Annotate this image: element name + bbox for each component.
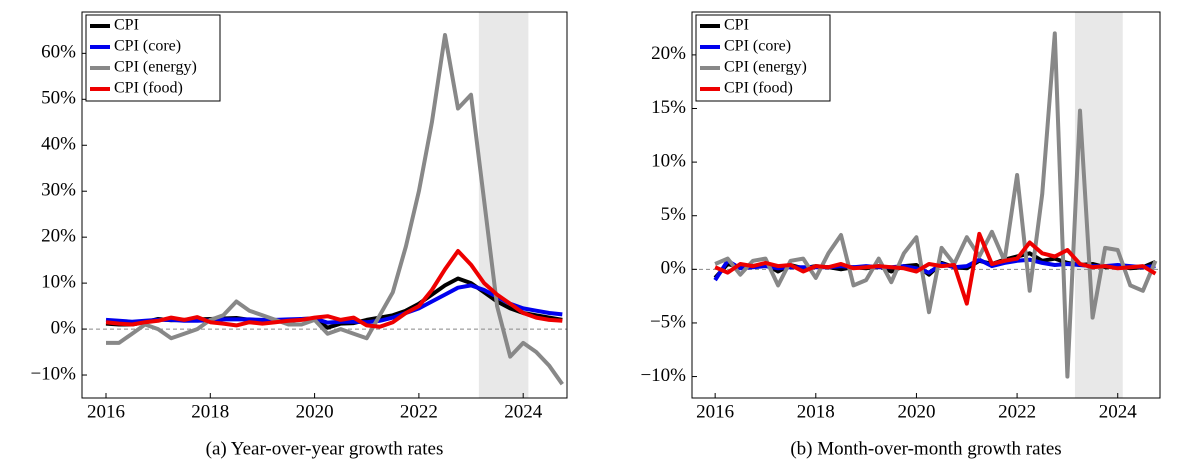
legend-label: CPI (core) (724, 38, 791, 55)
legend-box (695, 14, 831, 102)
y-tick-label: 30% (41, 180, 76, 201)
y-tick-label: 5% (661, 204, 687, 225)
y-tick-label: 10% (41, 271, 76, 292)
legend-label: CPI (energy) (114, 59, 197, 76)
x-tick-label: 2020 (296, 401, 334, 422)
y-tick-label: 40% (41, 134, 76, 155)
y-tick-label: 15% (651, 97, 686, 118)
legend-label: CPI (724, 17, 749, 34)
y-tick-label: 10% (651, 150, 686, 171)
caption: (b) Month-over-month growth rates (790, 438, 1061, 459)
y-tick-label: 0% (661, 258, 687, 279)
y-tick-label: 20% (41, 226, 76, 247)
shaded-region (1074, 12, 1123, 398)
x-tick-label: 2024 (504, 401, 543, 422)
y-tick-label: 60% (41, 42, 76, 63)
panel: −10% 0% 10% 20% 30% 40% 50% 60% 2016 2018 2020 2022… (30, 11, 568, 459)
x-tick-label: 2020 (897, 401, 935, 422)
y-tick-label: 20% (651, 43, 686, 64)
legend-box (85, 14, 221, 102)
y-tick-label: 0% (51, 317, 77, 338)
legend-label: CPI (food) (114, 80, 183, 97)
legend: CPI CPI (core) CPI (energy) CPI (food) (695, 14, 831, 102)
x-tick-label: 2016 (696, 401, 734, 422)
x-tick-label: 2018 (191, 401, 229, 422)
legend: CPI CPI (core) CPI (energy) CPI (food) (85, 14, 221, 102)
y-tick-label: −10% (30, 363, 76, 384)
x-tick-label: 2024 (1099, 401, 1138, 422)
series-line (714, 231, 1157, 306)
legend-label: CPI (core) (114, 38, 181, 55)
plot-frame (691, 11, 1161, 399)
legend-label: CPI (energy) (724, 59, 807, 76)
x-tick-label: 2016 (87, 401, 125, 422)
series-line (106, 33, 564, 386)
x-tick-label: 2022 (400, 401, 438, 422)
panel: −10% −5% 0% 5% 10% 15% 20% 2016 2018 2020 2022 2024… (640, 11, 1161, 459)
legend-label: CPI (114, 17, 139, 34)
x-tick-label: 2022 (998, 401, 1036, 422)
caption: (a) Year-over-year growth rates (206, 438, 444, 459)
plot-frame (81, 11, 568, 399)
legend-label: CPI (food) (724, 80, 793, 97)
y-tick-label: 50% (41, 88, 76, 109)
y-tick-label: −10% (640, 365, 686, 386)
x-tick-label: 2018 (797, 401, 835, 422)
series-line (105, 249, 563, 329)
y-tick-label: −5% (650, 311, 686, 332)
